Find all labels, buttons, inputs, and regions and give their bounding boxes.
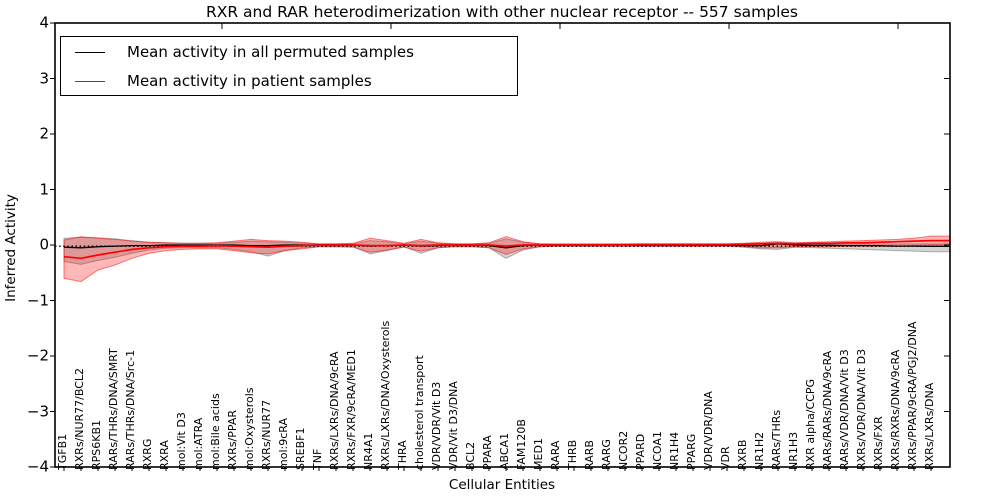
- y-tick-label: −2: [26, 346, 49, 365]
- y-tick-label: −4: [26, 457, 49, 476]
- legend-entry-patient: Mean activity in patient samples: [61, 66, 372, 96]
- chart-title-text: RXR and RAR heterodimerization with othe…: [205, 3, 799, 21]
- y-tick-label: −3: [26, 402, 49, 421]
- legend-label: Mean activity in patient samples: [127, 72, 372, 90]
- y-tick-label: 4: [39, 13, 49, 32]
- chart-title: RXR and RAR heterodimerization with othe…: [206, 2, 1000, 21]
- y-tick-label: 1: [39, 180, 49, 199]
- y-tick-label: 2: [39, 124, 49, 143]
- legend-box: Mean activity in all permuted samples Me…: [60, 36, 518, 96]
- legend-label: Mean activity in all permuted samples: [127, 43, 414, 61]
- legend-entry-permuted: Mean activity in all permuted samples: [61, 37, 414, 67]
- x-axis-title: Cellular Entities: [448, 477, 556, 493]
- legend-line-black: [75, 51, 105, 53]
- legend-line-red: [75, 80, 105, 82]
- y-tick-label: 0: [39, 235, 49, 254]
- patient-mean-line: [63, 239, 950, 260]
- y-tick-label: 3: [39, 69, 49, 88]
- y-tick-label: −1: [26, 291, 49, 310]
